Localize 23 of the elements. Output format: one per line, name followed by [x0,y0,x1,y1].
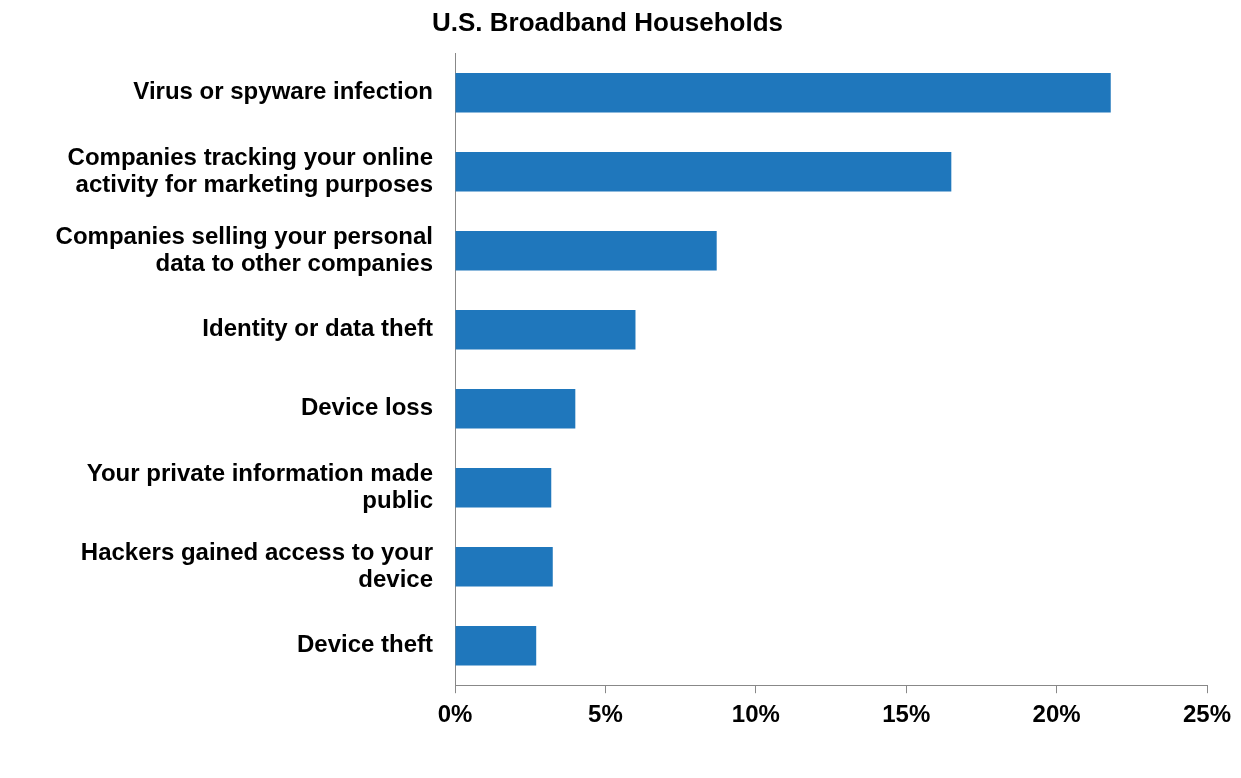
y-tick-label: Device loss [300,393,433,421]
y-tick-label: Hackers gained access to your device [80,538,433,592]
bar [455,72,1111,113]
y-tick-label: Device theft [296,630,433,658]
bar [455,467,552,508]
y-tick-label: Companies tracking your online activity for marketing purposes [67,143,433,197]
x-tick-label: 15% [882,700,931,728]
bar [455,230,717,271]
y-tick-label: Virus or spyware infection [133,77,433,105]
chart-title: U.S. Broadband Households [431,6,784,37]
bar [455,309,636,350]
y-tick-label: Your private information made public [86,459,433,513]
bar [455,625,537,666]
x-tick-label: 20% [1032,700,1081,728]
y-tick-label: Identity or data theft [202,314,434,342]
bar [455,151,952,192]
x-tick-label: 5% [588,700,623,728]
x-tick-label: 0% [437,700,473,728]
x-tick-label: 25% [1182,700,1232,728]
bar [455,388,576,429]
y-tick-label: Companies selling your personal data to other companies [55,222,433,276]
bar [455,546,553,587]
x-tick-label: 10% [731,700,780,728]
